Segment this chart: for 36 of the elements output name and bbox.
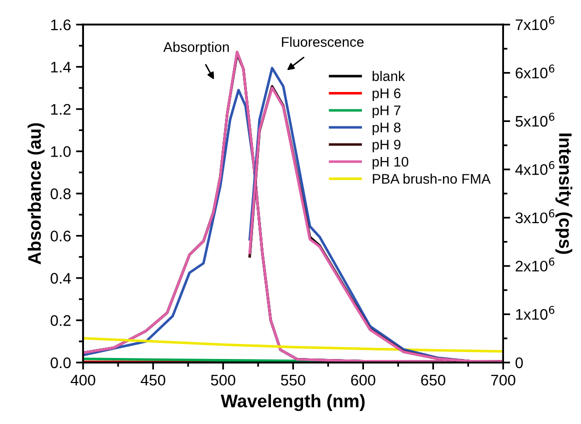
- legend-label: pH 10: [372, 156, 408, 170]
- legend-label: PBA brush-no FMA: [372, 174, 491, 184]
- legend-label: pH 8: [372, 122, 401, 136]
- y-tick-label: 0.0: [50, 357, 71, 368]
- y-tick-label: 1.6: [51, 19, 71, 30]
- annotation: Absorption: [163, 42, 229, 55]
- y2-axis-title: Intensity (cps): [555, 134, 572, 254]
- y2-tick-label: 3x10$^{6}$: [516, 209, 554, 224]
- x-tick-label: 400: [70, 374, 96, 386]
- y-tick-label: 0.4: [50, 272, 71, 284]
- x-axis-title: Wavelength (nm): [220, 394, 365, 412]
- x-tick-label: 500: [210, 374, 236, 386]
- legend-label: pH 6: [372, 88, 400, 101]
- y-axis-title: Absorbance (au): [28, 123, 44, 264]
- x-tick-label: 450: [140, 374, 166, 386]
- y-tick-label: 0.6: [50, 230, 71, 242]
- x-tick-label: 650: [421, 374, 446, 386]
- x-tick-label: 550: [280, 374, 306, 386]
- x-tick-label: 700: [491, 374, 516, 386]
- legend-label: blank: [372, 70, 405, 82]
- y2-tick-label: 1x10$^{6}$: [516, 306, 554, 320]
- y-tick-label: 0.8: [50, 188, 71, 200]
- legend-label: pH 9: [372, 140, 400, 152]
- y2-tick-label: 0: [516, 357, 523, 368]
- x-tick-label: 600: [351, 374, 376, 386]
- y2-tick-label: 5x10$^{6}$: [516, 112, 554, 127]
- y2-tick-label: 7x10$^{6}$: [516, 16, 554, 30]
- y-tick-label: 0.2: [50, 315, 71, 326]
- y-tick-label: 1.2: [51, 104, 71, 115]
- y-tick-label: 1.4: [51, 62, 71, 72]
- annotation: Fluorescence: [282, 36, 364, 47]
- y2-tick-label: 6x10$^{6}$: [516, 64, 554, 78]
- y2-tick-label: 4x10$^{6}$: [515, 161, 554, 175]
- y2-tick-label: 2x10$^{6}$: [516, 258, 554, 272]
- legend-label: pH 7: [372, 106, 400, 118]
- y-tick-label: 1.0: [51, 146, 71, 157]
